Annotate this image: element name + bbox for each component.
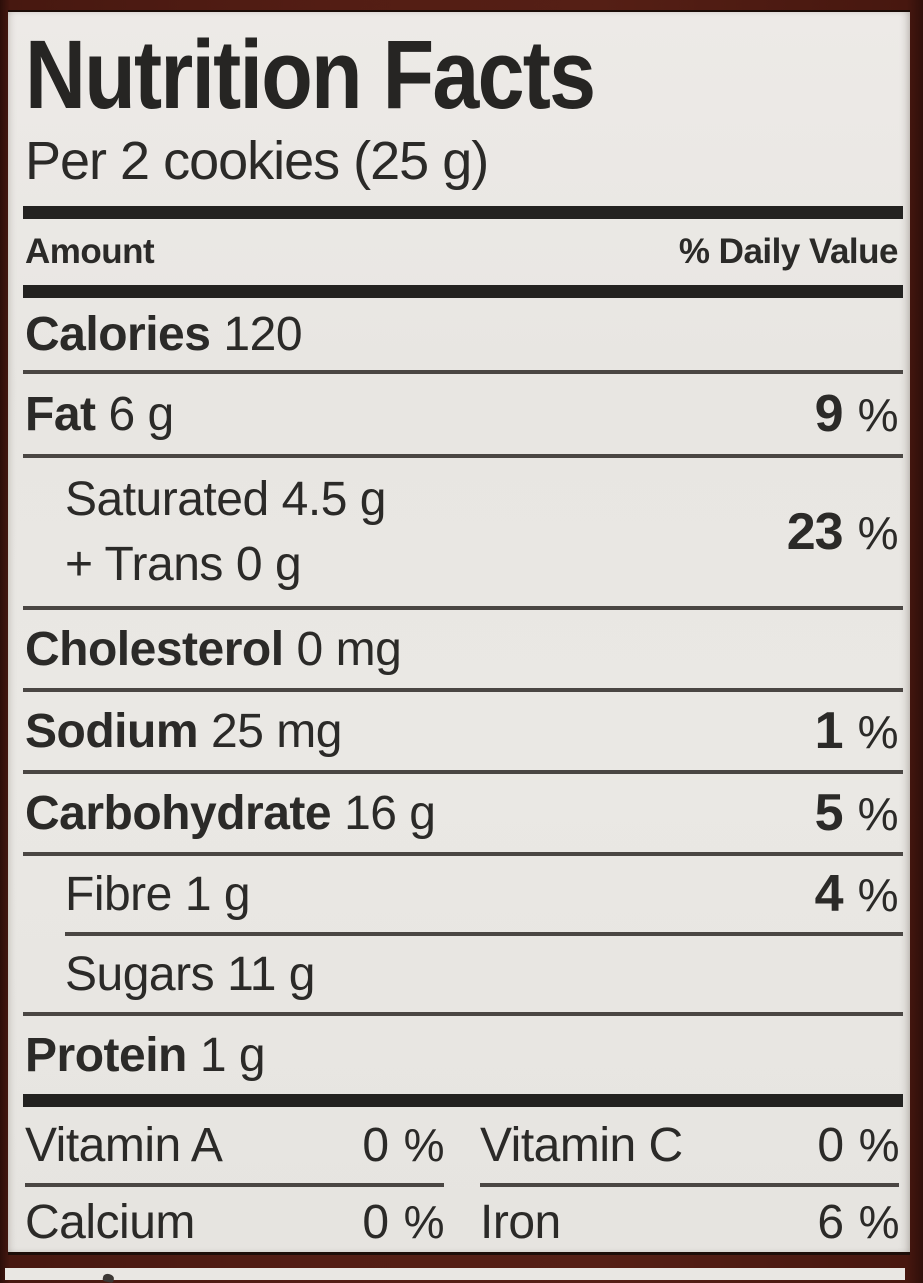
micronutrient-name: Iron <box>480 1195 561 1249</box>
micronutrient-column-left: Vitamin A 0% Calcium 0% <box>25 1107 445 1257</box>
divider-thin <box>23 770 903 774</box>
micronutrient-row-iron: Iron 6% <box>480 1187 900 1257</box>
micronutrient-value: 0% <box>817 1118 900 1172</box>
daily-value: 9% <box>814 385 899 443</box>
nutrient-label: Sodium 25 mg <box>25 704 342 759</box>
daily-value: 4% <box>814 865 899 923</box>
column-header-daily-value: % Daily Value <box>678 232 899 271</box>
micronutrient-value: 0% <box>362 1195 445 1249</box>
nutrient-row-fat: Fat 6 g 9% <box>8 374 910 454</box>
percent-sign: % <box>858 1118 900 1171</box>
nutrient-label: Calories 120 <box>25 307 303 362</box>
daily-value: 23% <box>786 503 899 561</box>
nutrient-amount: 120 <box>223 307 303 361</box>
divider-thin <box>23 852 903 856</box>
nutrient-row-saturated-trans: Saturated 4.5 g + Trans 0 g 23% <box>8 458 910 606</box>
nutrient-name: Carbohydrate <box>25 786 332 840</box>
divider-thin <box>480 1183 899 1187</box>
nutrient-label: Fat 6 g <box>25 387 174 442</box>
nutrient-row-cholesterol: Cholesterol 0 mg <box>8 610 910 688</box>
nutrient-amount: 16 g <box>344 786 436 840</box>
nutrient-amount: 1 g <box>184 867 251 921</box>
nutrient-amount: 25 mg <box>211 704 342 758</box>
micronutrient-name: Vitamin A <box>25 1118 223 1172</box>
daily-value: 5% <box>814 784 899 842</box>
nutrition-facts-title: Nutrition Facts <box>25 20 596 129</box>
nutrient-name: Fat <box>25 387 96 441</box>
percent-sign: % <box>857 706 899 758</box>
nutrient-amount: 6 g <box>108 387 175 441</box>
nutrient-row-fibre: Fibre 1 g 4% <box>8 856 910 932</box>
nutrient-name: Sodium <box>25 704 199 758</box>
divider-thick <box>23 206 903 219</box>
percent-sign: % <box>858 1195 900 1248</box>
nutrient-label: Fibre 1 g <box>25 867 251 922</box>
micronutrient-column-right: Vitamin C 0% Iron 6% <box>480 1107 900 1257</box>
trans-line: + Trans 0 g <box>65 532 386 597</box>
divider-thin <box>23 1012 903 1016</box>
micronutrient-value: 0% <box>362 1118 445 1172</box>
divider-thick <box>23 1094 903 1107</box>
nutrient-name: Calories <box>25 307 211 361</box>
daily-value: 1% <box>814 702 899 760</box>
percent-sign: % <box>857 869 899 921</box>
percent-sign: % <box>403 1118 445 1171</box>
column-header-amount: Amount <box>25 232 155 271</box>
nutrient-amount: 11 g <box>227 947 315 1001</box>
nutrient-amount: 4.5 g <box>281 473 387 526</box>
nutrient-row-calories: Calories 120 <box>8 298 910 370</box>
percent-sign: % <box>857 389 899 441</box>
micronutrient-value: 6% <box>817 1195 900 1249</box>
divider-thin <box>23 370 903 374</box>
micronutrient-name: Calcium <box>25 1195 195 1249</box>
nutrient-label: Cholesterol 0 mg <box>25 622 402 677</box>
divider-thin-indented <box>65 932 903 936</box>
nutrient-row-carbohydrate: Carbohydrate 16 g 5% <box>8 774 910 852</box>
divider-thick <box>23 285 903 298</box>
percent-sign: % <box>857 507 899 559</box>
nutrient-row-sodium: Sodium 25 mg 1% <box>8 692 910 770</box>
nutrient-name: + Trans <box>65 538 223 591</box>
nutrient-label: Protein 1 g <box>25 1028 266 1083</box>
micronutrient-name: Vitamin C <box>480 1118 683 1172</box>
adjacent-label-edge <box>5 1268 905 1283</box>
divider-thin <box>23 688 903 692</box>
partial-print-artifact <box>102 1272 115 1283</box>
percent-sign: % <box>403 1195 445 1248</box>
nutrient-name: Sugars <box>65 947 215 1001</box>
nutrient-amount: 1 g <box>199 1028 266 1082</box>
micronutrient-row-calcium: Calcium 0% <box>25 1187 445 1257</box>
nutrient-name: Fibre <box>65 867 172 921</box>
divider-thin <box>23 606 903 610</box>
nutrient-amount: 0 g <box>235 538 302 591</box>
nutrient-label: Sugars 11 g <box>25 947 315 1002</box>
divider-thin <box>23 454 903 458</box>
nutrient-row-sugars: Sugars 11 g <box>8 936 910 1012</box>
micronutrient-section: Vitamin A 0% Calcium 0% Vitamin C 0% Iro… <box>8 1107 910 1257</box>
nutrient-label: Carbohydrate 16 g <box>25 786 436 841</box>
divider-thin <box>25 1183 444 1187</box>
nutrition-facts-panel: Nutrition Facts Per 2 cookies (25 g) Amo… <box>8 10 910 1255</box>
nutrient-amount: 0 mg <box>296 622 402 676</box>
serving-size: Per 2 cookies (25 g) <box>25 131 489 191</box>
nutrient-row-protein: Protein 1 g <box>8 1016 910 1094</box>
column-header-row: Amount % Daily Value <box>8 219 910 285</box>
nutrient-label: Saturated 4.5 g + Trans 0 g <box>25 467 386 597</box>
percent-sign: % <box>857 788 899 840</box>
nutrient-name: Protein <box>25 1028 187 1082</box>
micronutrient-row-vitamin-a: Vitamin A 0% <box>25 1107 445 1183</box>
nutrient-name: Saturated <box>65 473 269 526</box>
micronutrient-row-vitamin-c: Vitamin C 0% <box>480 1107 900 1183</box>
nutrient-name: Cholesterol <box>25 622 284 676</box>
saturated-line: Saturated 4.5 g <box>65 467 386 532</box>
